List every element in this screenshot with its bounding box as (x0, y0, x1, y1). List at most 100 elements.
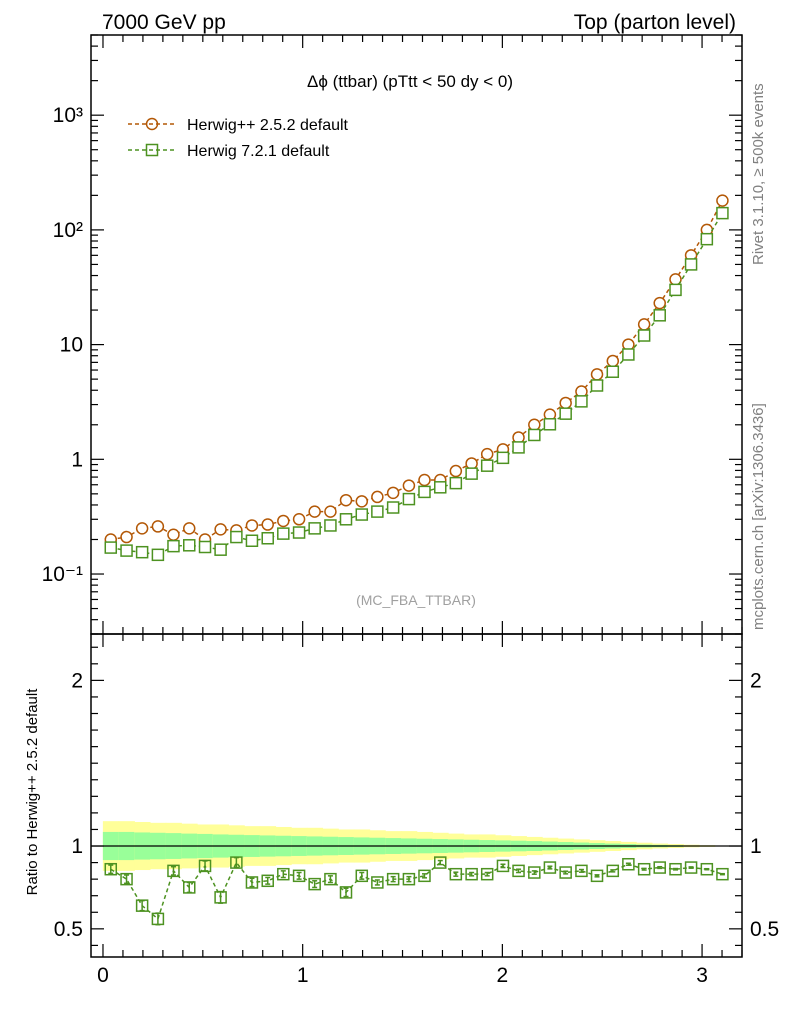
ratio-point (590, 869, 604, 883)
ratio-point (559, 866, 572, 879)
ratio-point (135, 899, 149, 912)
ratio-y-tick-label-right: 0.5 (750, 918, 779, 941)
data-point (324, 519, 337, 532)
data-point (684, 258, 698, 271)
data-point (308, 505, 321, 518)
ratio-point (182, 881, 196, 894)
data-point (449, 464, 463, 478)
data-point (230, 530, 243, 544)
ratio-point (339, 886, 353, 899)
data-point (277, 527, 290, 540)
data-point (402, 492, 416, 506)
series-herwigpp-252 (104, 194, 729, 546)
ratio-point (214, 891, 227, 904)
ratio-point (418, 869, 431, 883)
data-point (355, 495, 369, 508)
data-point (559, 396, 572, 410)
legend-label-herwigpp: Herwig++ 2.5.2 default (187, 117, 349, 134)
data-point (716, 194, 729, 207)
data-point (261, 532, 274, 545)
data-point (386, 486, 400, 500)
ratio-point (496, 859, 510, 873)
data-point (339, 493, 353, 507)
ratio-point (684, 861, 698, 874)
ratio-series-herwig-721 (104, 856, 729, 926)
ratio-border (90, 633, 743, 958)
x-tick-label: 3 (696, 964, 708, 987)
ratio-point (198, 859, 212, 873)
y-tick-label: 10³ (53, 104, 83, 127)
data-point (355, 508, 369, 521)
data-point (214, 523, 227, 536)
legend-entry-herwig7: Herwig 7.2.1 default (128, 143, 330, 160)
ratio-point (575, 864, 588, 878)
ratio-point (277, 867, 290, 881)
ratio-y-tick-label-left: 1 (71, 835, 83, 858)
ratio-line (110, 861, 723, 921)
ratio-point (512, 864, 525, 878)
data-point (480, 459, 494, 472)
data-point (434, 481, 447, 494)
ratio-point (151, 912, 165, 926)
ratio-point (434, 856, 447, 869)
y-tick-label: 10⁻¹ (42, 563, 83, 586)
ratio-point (543, 861, 557, 874)
data-point (214, 543, 227, 556)
data-point (339, 513, 353, 526)
data-point (261, 518, 274, 531)
ratio-point (465, 867, 478, 881)
data-point (528, 418, 541, 432)
data-point (653, 309, 666, 322)
data-point (606, 354, 620, 368)
ratio-point (245, 876, 259, 889)
ratio-point (716, 867, 729, 881)
data-point (402, 479, 416, 492)
data-point (559, 407, 572, 420)
y-tick-label: 10² (53, 219, 83, 242)
ratio-point (402, 872, 416, 886)
ratio-point (261, 874, 274, 888)
data-point (182, 539, 196, 552)
legend: Herwig++ 2.5.2 default Herwig 7.2.1 defa… (128, 117, 349, 160)
data-point (324, 505, 337, 518)
data-point (167, 528, 180, 541)
ratio-ylabel: Ratio to Herwig++ 2.5.2 default (24, 688, 41, 896)
data-point (104, 541, 118, 554)
ratio-point (308, 877, 321, 891)
legend-marker-herwig7 (145, 143, 159, 157)
data-point (120, 544, 133, 557)
series-herwig-721 (104, 206, 729, 562)
plot-title: Δϕ (ttbar) (pTtt < 50 dy < 0) (307, 72, 513, 91)
ratio-point (606, 864, 620, 878)
data-point (716, 206, 729, 220)
ratio-y-tick-label-right: 1 (750, 835, 762, 858)
data-point (543, 418, 557, 431)
data-point (277, 514, 290, 528)
data-point (653, 296, 666, 310)
data-point (167, 539, 180, 553)
data-point (480, 447, 494, 461)
data-point (465, 457, 478, 470)
data-point (700, 232, 714, 246)
y-tick-label: 1 (71, 448, 83, 471)
header-right: Top (parton level) (574, 11, 736, 34)
data-point (292, 513, 306, 526)
ratio-point (324, 872, 337, 886)
data-point (465, 467, 478, 480)
data-point (151, 548, 165, 562)
data-point (512, 441, 525, 454)
ratio-point (449, 867, 463, 881)
legend-marker-herwigpp (145, 117, 159, 131)
ratio-y-tick-label-left: 2 (71, 669, 83, 692)
x-tick-label: 1 (297, 964, 309, 987)
main-axis-ticks: 10⁻¹ 1 10 10² 10³ (42, 34, 743, 635)
header-left: 7000 GeV pp (102, 11, 226, 34)
ratio-point (637, 862, 651, 876)
ratio-point (355, 869, 369, 883)
ratio-point (104, 862, 118, 876)
data-point (575, 395, 588, 408)
mcplots-label: mcplots.cern.ch [arXiv:1306.3436] (750, 403, 767, 630)
data-point (120, 530, 133, 544)
ratio-point (653, 861, 666, 874)
